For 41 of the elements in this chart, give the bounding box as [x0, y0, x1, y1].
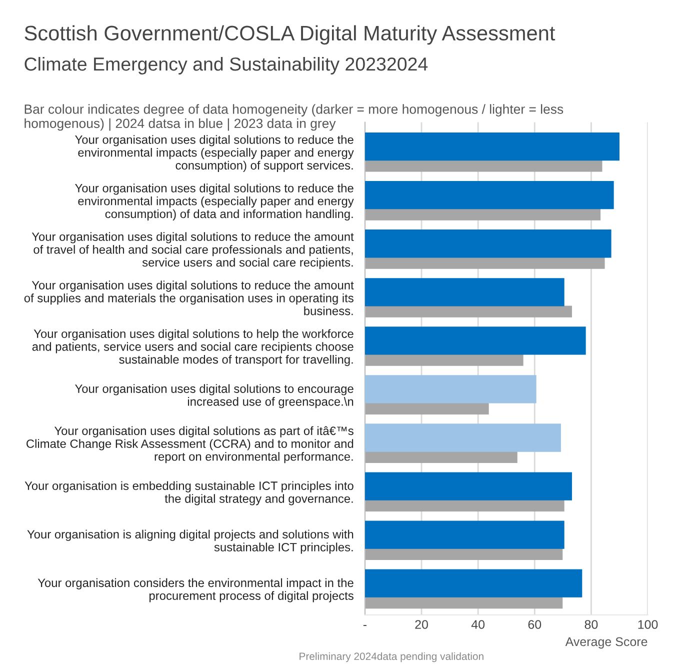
y-tick-label: Your organisation uses digital solutions to reduce the amount of travel of health and social care professionals and patients, service users and social care recipients. — [32, 232, 354, 270]
x-axis-title: Average Score — [565, 637, 648, 649]
bar — [364, 375, 536, 404]
x-tick-label: - — [363, 624, 366, 626]
bar — [364, 472, 572, 500]
bar — [364, 160, 602, 172]
bar — [364, 278, 564, 306]
y-tick-label: Your organisation uses digital solutions as part of itâ€™s Climate Change Risk Assessment (CCRA) and to monitor and report on environmental performance. — [26, 426, 354, 464]
x-tick-label: 20 — [415, 620, 428, 629]
y-tick-label: Your organisation is aligning digital projects and solutions with sustainable ICT principles. — [27, 530, 354, 554]
y-tick-label: Your organisation considers the environmental impact in the procurement process of digital projects — [38, 578, 354, 602]
chart-title: Scottish Government/COSLA Digital Maturity Assessment — [24, 25, 556, 45]
y-tick-label: Your organisation uses digital solutions to reduce the amount of supplies and materials the organisation uses in operating its business. — [24, 280, 354, 316]
bar — [364, 424, 561, 452]
text: Preliminary 2024data pending validation — [300, 652, 484, 662]
bar — [364, 326, 586, 355]
x-tick-label: 40 — [471, 620, 485, 629]
x-tick-label: 80 — [584, 620, 598, 629]
y-tick-label: Your organisation uses digital solutions to reduce the environmental impacts (especially paper and energy consumption) of support services. — [75, 135, 354, 172]
bar — [364, 306, 572, 318]
bar — [364, 257, 605, 269]
bar — [364, 569, 582, 598]
bar — [364, 520, 564, 549]
bar — [364, 354, 524, 366]
bar — [364, 451, 518, 463]
y-tick-label: Your organisation uses digital solutions to encourage increased use of greenspace.\n — [75, 384, 354, 408]
bar — [364, 500, 564, 512]
y-tick-label: Your organisation uses digital solutions to help the workforce and patients, service users and social care recipients choose sustainable modes of transport for travelling. — [32, 329, 354, 366]
bar — [364, 132, 620, 161]
y-tick-label: Your organisation uses digital solutions to reduce the environmental impacts (especially paper and energy consumption) of data and information handling. — [75, 184, 354, 220]
bar — [364, 230, 612, 258]
x-tick-label: 100 — [638, 620, 658, 629]
bar — [364, 208, 601, 220]
bar — [364, 402, 489, 414]
chart-subtitle: Climate Emergency and Sustainability 20232024 — [24, 56, 428, 74]
bar — [364, 181, 614, 210]
bar — [364, 548, 563, 560]
y-tick-label: Your organisation is embedding sustainable ICT principles into the digital strategy and governance. — [24, 481, 354, 506]
x-tick-label: 60 — [528, 620, 542, 629]
bar — [364, 596, 563, 609]
annotation: Bar colour indicates degree of data homogeneity (darker = more homogenous / lighter = less homogenous) | 2024 datsa in blue | 2023 data in grey — [24, 104, 564, 131]
